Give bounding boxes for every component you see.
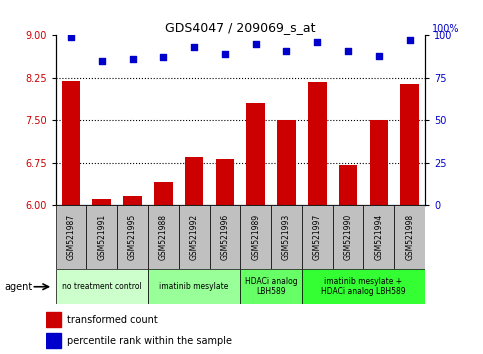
Bar [302, 269, 425, 304]
Bar [240, 205, 271, 269]
Text: GSM521995: GSM521995 [128, 214, 137, 260]
Bar [333, 205, 364, 269]
Bar [302, 205, 333, 269]
Bar [179, 205, 210, 269]
Bar [215, 159, 234, 205]
Text: 100%: 100% [432, 24, 460, 34]
Point [283, 48, 290, 53]
Bar [123, 196, 142, 205]
Text: transformed count: transformed count [67, 315, 157, 325]
Text: HDACi analog
LBH589: HDACi analog LBH589 [245, 277, 298, 296]
Bar [246, 103, 265, 205]
Point [67, 34, 75, 40]
Bar [210, 205, 240, 269]
Point [344, 48, 352, 53]
Text: GSM521994: GSM521994 [374, 214, 384, 260]
Text: GSM521993: GSM521993 [282, 214, 291, 260]
Text: GSM521998: GSM521998 [405, 214, 414, 260]
Text: agent: agent [5, 282, 33, 292]
Text: percentile rank within the sample: percentile rank within the sample [67, 336, 232, 346]
Point [375, 53, 383, 59]
Bar [46, 312, 61, 327]
Bar [364, 205, 394, 269]
Point [406, 38, 413, 43]
Text: imatinib mesylate: imatinib mesylate [159, 282, 229, 291]
Bar [339, 165, 357, 205]
Text: GSM521988: GSM521988 [159, 214, 168, 260]
Bar [148, 205, 179, 269]
Title: GDS4047 / 209069_s_at: GDS4047 / 209069_s_at [165, 21, 315, 34]
Point [313, 39, 321, 45]
Bar [240, 269, 302, 304]
Text: GSM521996: GSM521996 [220, 214, 229, 260]
Point [190, 45, 198, 50]
Point [98, 58, 106, 64]
Point [128, 56, 136, 62]
Text: GSM521989: GSM521989 [251, 214, 260, 260]
Point [159, 55, 167, 60]
Bar [148, 269, 241, 304]
Bar [92, 199, 111, 205]
Bar [369, 120, 388, 205]
Bar [62, 81, 80, 205]
Text: imatinib mesylate +
HDACi analog LBH589: imatinib mesylate + HDACi analog LBH589 [321, 277, 406, 296]
Bar [117, 205, 148, 269]
Bar [46, 333, 61, 348]
Bar [271, 205, 302, 269]
Point [221, 51, 229, 57]
Text: no treatment control: no treatment control [62, 282, 142, 291]
Text: GSM521992: GSM521992 [190, 214, 199, 260]
Bar [400, 84, 419, 205]
Bar [56, 205, 86, 269]
Bar [185, 157, 203, 205]
Text: GSM521987: GSM521987 [67, 214, 75, 260]
Text: GSM521990: GSM521990 [343, 214, 353, 260]
Text: GSM521991: GSM521991 [97, 214, 106, 260]
Bar [86, 205, 117, 269]
Bar [277, 120, 296, 205]
Bar [308, 82, 327, 205]
Bar [56, 269, 148, 304]
Bar [154, 182, 172, 205]
Bar [394, 205, 425, 269]
Point [252, 41, 259, 47]
Text: GSM521997: GSM521997 [313, 214, 322, 260]
